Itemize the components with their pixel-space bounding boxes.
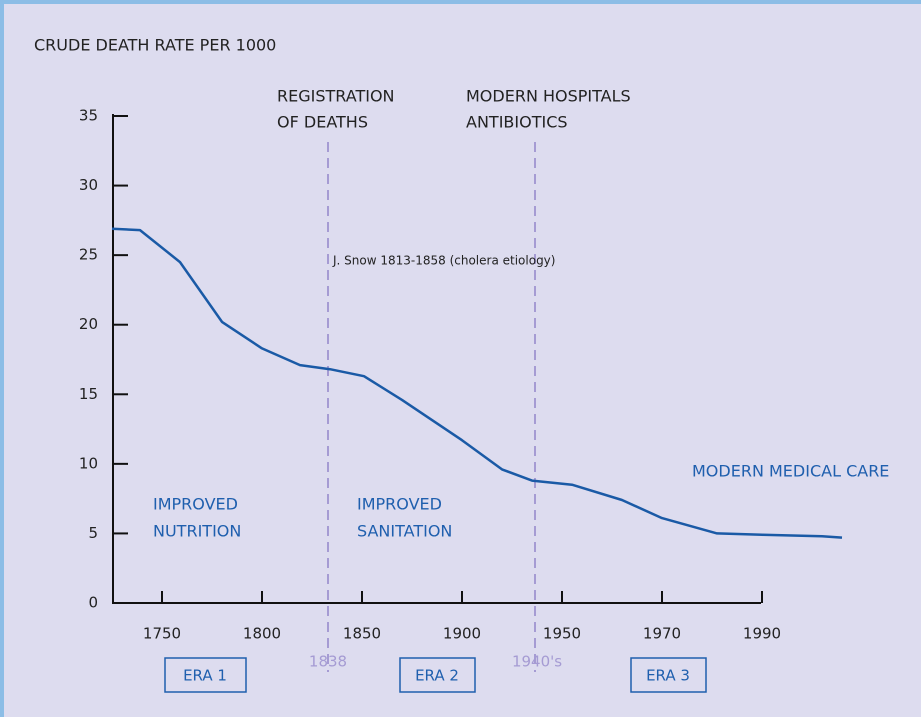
annotation: ANTIBIOTICS [466, 113, 568, 132]
annotation: OF DEATHS [277, 113, 368, 132]
chart-title: CRUDE DEATH RATE PER 1000 [34, 36, 276, 55]
era-label: ERA 3 [646, 667, 690, 685]
era-label: ERA 2 [415, 667, 459, 685]
annotation: J. Snow 1813-1858 (cholera etiology) [332, 254, 555, 268]
y-tick-label: 15 [79, 385, 98, 403]
era-box [399, 657, 476, 693]
x-tick-label: 1990 [743, 625, 781, 643]
x-tick-label: 1850 [343, 625, 381, 643]
annotation: SANITATION [357, 522, 452, 541]
y-tick-label: 20 [79, 315, 98, 333]
annotation: MODERN MEDICAL CARE [692, 462, 889, 481]
marker-label: 1940's [512, 653, 562, 671]
era-box [630, 657, 707, 693]
annotation: REGISTRATION [277, 87, 395, 106]
y-tick-label: 25 [79, 246, 98, 264]
era-label: ERA 1 [183, 667, 227, 685]
annotation: MODERN HOSPITALS [466, 87, 631, 106]
annotation: IMPROVED [153, 495, 238, 514]
y-tick-label: 10 [79, 454, 98, 472]
annotation: NUTRITION [153, 522, 241, 541]
y-tick-label: 0 [88, 594, 98, 612]
x-tick-label: 1950 [543, 625, 581, 643]
y-tick-label: 30 [79, 176, 98, 194]
annotation: IMPROVED [357, 495, 442, 514]
x-tick-label: 1750 [143, 625, 181, 643]
marker-label: 1838 [309, 653, 347, 671]
x-tick-label: 1970 [643, 625, 681, 643]
background [4, 4, 921, 717]
era-box [164, 657, 247, 693]
data-line [111, 227, 843, 539]
x-tick-label: 1900 [443, 625, 481, 643]
y-tick-label: 35 [79, 107, 98, 125]
x-tick-label: 1800 [243, 625, 281, 643]
y-tick-label: 5 [88, 524, 98, 542]
